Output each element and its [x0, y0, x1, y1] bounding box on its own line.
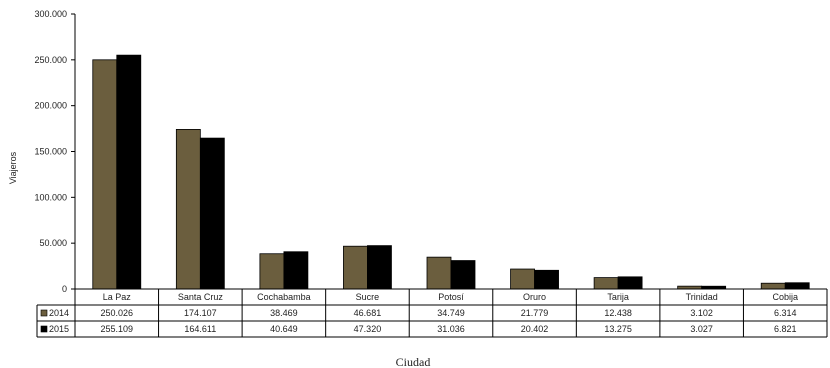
bar-2014-2 — [259, 253, 285, 290]
bar-2014-1 — [175, 129, 201, 290]
data-label: 6.314 — [774, 308, 797, 318]
category-label: Cobija — [772, 292, 798, 302]
legend-label: 2015 — [49, 324, 69, 334]
category-label: Oruro — [523, 292, 546, 302]
y-tick-label: 0 — [62, 284, 67, 294]
y-axis-label: Viajeros — [8, 151, 18, 184]
bar-2015-5 — [534, 269, 559, 290]
category-label: La Paz — [103, 292, 132, 302]
bar-2015-1 — [199, 137, 225, 290]
data-label: 38.469 — [270, 308, 298, 318]
bar-2015-8 — [784, 282, 810, 290]
data-label: 164.611 — [184, 324, 216, 334]
data-label: 31.036 — [437, 324, 465, 334]
bar-2014-0 — [92, 59, 118, 290]
data-label: 34.749 — [437, 308, 465, 318]
y-tick-label: 50.000 — [39, 238, 67, 248]
data-label: 20.402 — [521, 324, 549, 334]
bar-2015-6 — [617, 276, 643, 290]
category-label: Sucre — [356, 292, 380, 302]
category-label: Potosí — [438, 292, 464, 302]
x-axis-label: Ciudad — [396, 355, 431, 368]
bar-2015-3 — [367, 245, 392, 290]
category-label: Santa Cruz — [178, 292, 224, 302]
y-tick-label: 150.000 — [34, 147, 67, 157]
bar-2015-4 — [450, 260, 476, 290]
data-label: 12.438 — [604, 308, 632, 318]
data-label: 47.320 — [354, 324, 382, 334]
data-label: 174.107 — [184, 308, 217, 318]
category-label: Cochabamba — [257, 292, 311, 302]
bar-2014-5 — [510, 268, 535, 290]
bar-2014-8 — [760, 282, 786, 290]
data-label: 3.102 — [690, 308, 713, 318]
bar-2014-3 — [343, 245, 368, 290]
legend-key-2014 — [40, 309, 48, 317]
y-tick-label: 100.000 — [34, 192, 67, 202]
legend-label: 2014 — [49, 308, 69, 318]
data-label: 21.779 — [521, 308, 549, 318]
data-label: 250.026 — [101, 308, 134, 318]
y-tick-label: 300.000 — [34, 9, 67, 19]
data-label: 255.109 — [101, 324, 134, 334]
bar-2015-0 — [116, 54, 142, 290]
y-tick-label: 200.000 — [34, 101, 67, 111]
legend-key-2015 — [40, 325, 48, 333]
bar-2014-4 — [426, 256, 452, 290]
y-tick-label: 250.000 — [34, 55, 67, 65]
data-label: 13.275 — [604, 324, 632, 334]
data-label: 3.027 — [690, 324, 713, 334]
category-label: Trinidad — [686, 292, 718, 302]
data-label: 40.649 — [270, 324, 298, 334]
data-label: 46.681 — [354, 308, 382, 318]
bar-2015-2 — [283, 251, 309, 290]
bar-2014-6 — [593, 277, 619, 290]
data-label: 6.821 — [774, 324, 797, 334]
category-label: Tarija — [607, 292, 629, 302]
